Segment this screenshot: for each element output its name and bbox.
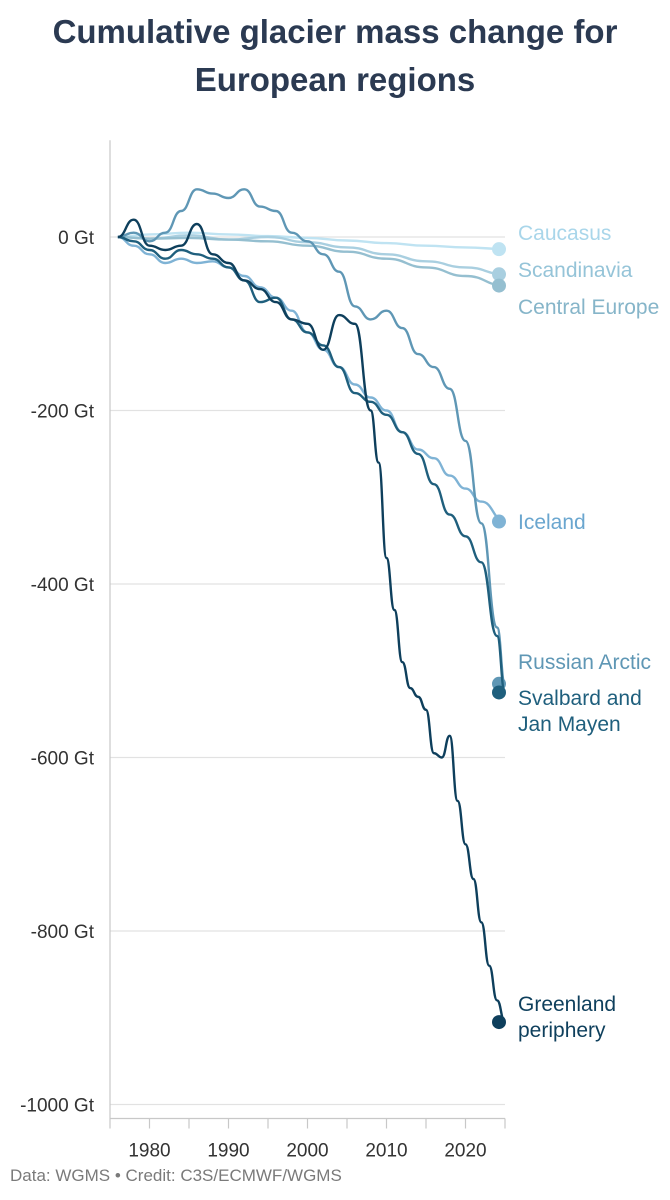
end-dot-iceland: [492, 514, 506, 529]
end-dot-central-europe: [492, 278, 506, 293]
y-tick-label: -200 Gt: [31, 402, 95, 423]
series-line-central-europe: [117, 235, 506, 287]
x-tick-label: 2020: [444, 1141, 486, 1161]
series-label-svalbard-and-jan-mayen: Svalbard and Jan Mayen: [518, 687, 642, 736]
title-line-1: Cumulative glacier mass change for: [52, 13, 618, 50]
y-tick-label: -600 Gt: [31, 749, 95, 770]
series-label-iceland: Iceland: [518, 511, 586, 534]
y-tick-label: 0 Gt: [58, 228, 95, 249]
y-tick-label: -800 Gt: [31, 922, 95, 943]
series-line-svalbard-and-jan-mayen: [117, 235, 507, 694]
credit-text: Data: WGMS • Credit: C3S/ECMWF/WGMS: [10, 1166, 342, 1185]
end-dot-caucasus: [492, 242, 506, 257]
chart-area: 0 Gt -200 Gt -400 Gt -600 Gt -800 Gt -1000 Gt…: [20, 140, 659, 1161]
series-label-russian-arctic: Russian Arctic: [518, 651, 651, 674]
title-line-2: European regions: [194, 61, 476, 98]
x-tick-label: 2010: [365, 1141, 407, 1161]
series-line-caucasus: [117, 231, 506, 251]
x-tick-label: 1980: [128, 1141, 170, 1161]
series-line-iceland: [117, 235, 506, 523]
series-label-caucasus: Caucasus: [518, 222, 611, 245]
series-label-central-europe: Central Europe: [518, 296, 659, 319]
series-label-scandinavia: Scandinavia: [518, 259, 633, 282]
series-label-greenland-periphery: Greenland periphery: [518, 993, 616, 1042]
x-tick-label: 2000: [286, 1141, 328, 1161]
series-line-greenland-periphery: [117, 218, 506, 1024]
chart-title: Cumulative glacier mass change for Europ…: [0, 8, 670, 104]
series-line-russian-arctic: [117, 188, 507, 685]
y-tick-label: -400 Gt: [31, 575, 95, 596]
end-dot-greenland-periphery: [492, 1015, 506, 1030]
y-tick-label: -1000 Gt: [20, 1096, 95, 1117]
series-line-scandinavia: [117, 234, 506, 276]
x-tick-label: 1990: [207, 1141, 249, 1161]
end-dot-scandinavia: [492, 267, 506, 282]
end-dot-svalbard-and-jan-mayen: [492, 685, 506, 700]
